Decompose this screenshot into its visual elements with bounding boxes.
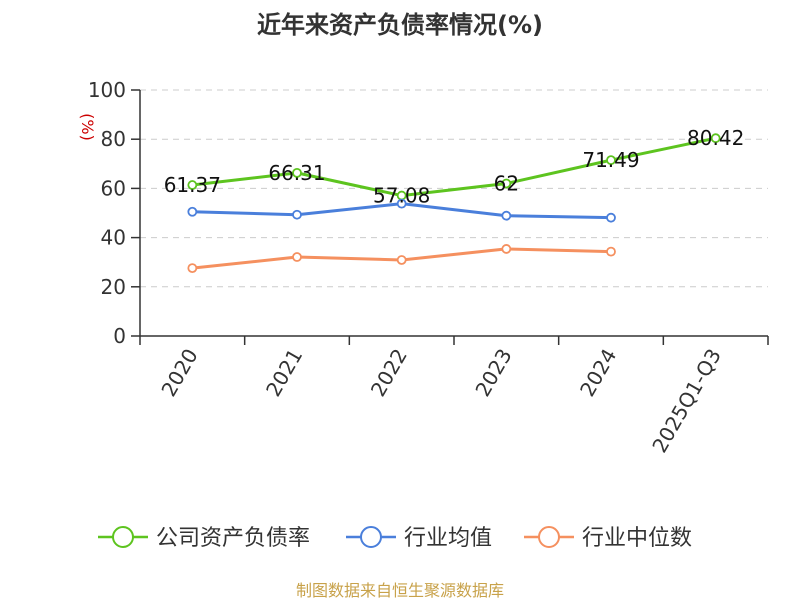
data-label: 80.42	[687, 126, 744, 150]
chart-title: 近年来资产负债率情况(%)	[257, 11, 543, 39]
legend[interactable]: 公司资产负债率 行业均值 行业中位数	[98, 526, 692, 551]
data-label: 62	[494, 171, 519, 195]
y-tick-label: 0	[113, 324, 126, 348]
data-label: 66.31	[268, 161, 325, 185]
axes	[131, 89, 769, 345]
data-label: 71.49	[582, 148, 639, 172]
data-point[interactable]	[501, 244, 512, 254]
data-point[interactable]	[501, 210, 512, 221]
data-labels: 61.37 66.31 57.08 62 71.49 80.42	[164, 126, 745, 207]
x-tick-label: 2024	[575, 345, 621, 401]
x-tick-label: 2021	[261, 345, 307, 401]
x-tick-label: 2025Q1-Q3	[647, 345, 726, 457]
data-point[interactable]	[606, 155, 616, 166]
y-tick-label: 80	[101, 127, 126, 151]
data-point[interactable]	[292, 252, 302, 262]
data-point[interactable]	[187, 263, 198, 274]
x-tick-label: 2022	[366, 345, 412, 401]
y-tick-label: 20	[101, 275, 126, 299]
data-point[interactable]	[501, 178, 512, 189]
data-point[interactable]	[396, 255, 407, 265]
data-point[interactable]	[396, 198, 407, 209]
data-point[interactable]	[187, 206, 198, 217]
data-label: 57.08	[373, 184, 430, 208]
series-line	[192, 136, 716, 198]
legend-label[interactable]: 公司资产负债率	[156, 526, 310, 551]
y-ticks: 0 20 40 60 80 100	[88, 78, 126, 348]
legend-label[interactable]: 行业中位数	[582, 526, 692, 551]
y-tick-label: 40	[101, 226, 126, 250]
legend-marker	[538, 526, 560, 548]
y-tick-label: 60	[101, 176, 126, 200]
x-tick-label: 2020	[156, 345, 202, 401]
x-tick-label: 2023	[470, 345, 516, 401]
legend-label[interactable]: 行业均值	[404, 526, 492, 551]
data-point[interactable]	[292, 167, 302, 178]
data-label: 61.37	[164, 173, 221, 197]
legend-marker	[360, 526, 382, 548]
series-layer	[187, 133, 721, 274]
data-point[interactable]	[606, 246, 616, 257]
data-point[interactable]	[606, 212, 616, 223]
x-ticks: 2020 2021 2022 2023 2024 2025Q1-Q3	[156, 345, 726, 457]
legend-marker	[112, 526, 134, 548]
data-point[interactable]	[710, 133, 721, 144]
source-note: 制图数据来自恒生聚源数据库	[296, 581, 504, 600]
y-tick-label: 100	[88, 78, 126, 102]
y-axis-label: (%)	[78, 113, 97, 141]
data-point[interactable]	[187, 180, 198, 190]
data-point[interactable]	[292, 209, 302, 220]
